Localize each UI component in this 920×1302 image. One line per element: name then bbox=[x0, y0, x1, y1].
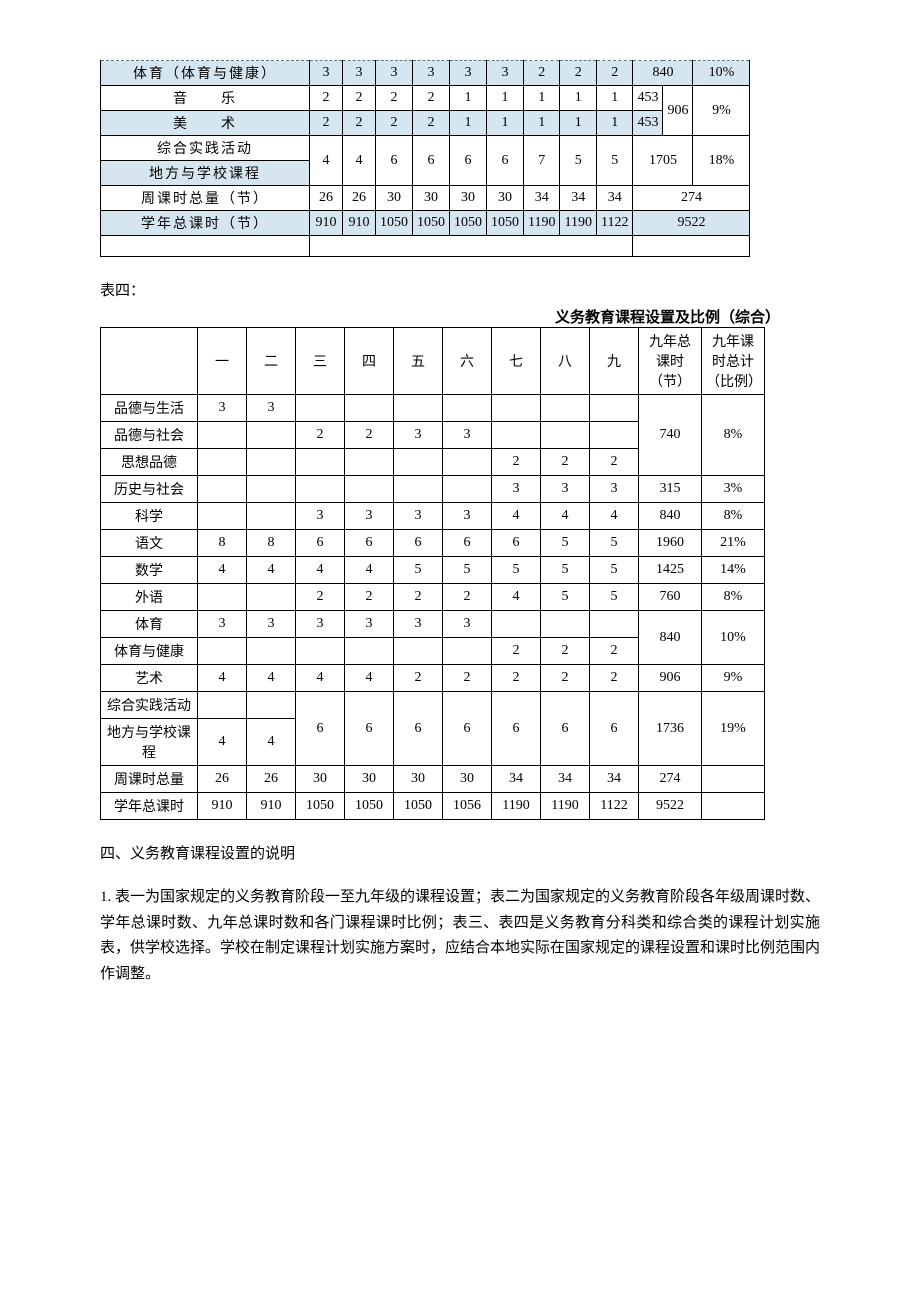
row-label: 周课时总量 bbox=[101, 766, 198, 793]
table-row: 数学444455555142514% bbox=[101, 557, 765, 584]
table-row: 外语22224557608% bbox=[101, 584, 765, 611]
table-row: 品德与生活337408% bbox=[101, 395, 765, 422]
row-label: 学年总课时 bbox=[101, 793, 198, 820]
table-row: 学年总课时91091010501050105010561190119011229… bbox=[101, 793, 765, 820]
table-row: 周课时总量262630303030343434274 bbox=[101, 766, 765, 793]
row-label: 音 乐 bbox=[101, 86, 310, 111]
row-label: 艺术 bbox=[101, 665, 198, 692]
row-label: 综合实践活动 bbox=[101, 136, 310, 161]
row-label: 科学 bbox=[101, 503, 198, 530]
table-row: 体育（体育与健康） 3 3 3 3 3 3 2 2 2 840 10% bbox=[101, 61, 750, 86]
row-label: 历史与社会 bbox=[101, 476, 198, 503]
row-label: 外语 bbox=[101, 584, 198, 611]
row-label: 学年总课时（节） bbox=[101, 211, 310, 236]
table-curriculum-comprehensive: 一 二 三 四 五 六 七 八 九 九年总课时（节） 九年课时总计（比例） 品德… bbox=[100, 327, 765, 820]
row-label: 数学 bbox=[101, 557, 198, 584]
row-label: 语文 bbox=[101, 530, 198, 557]
table-row: 美 术 2 2 2 2 1 1 1 1 1 453 bbox=[101, 111, 750, 136]
row-label: 品德与社会 bbox=[101, 422, 198, 449]
table-curriculum-partial: 体育（体育与健康） 3 3 3 3 3 3 2 2 2 840 10% 音 乐 … bbox=[100, 60, 750, 257]
row-label: 美 术 bbox=[101, 111, 310, 136]
row-label: 综合实践活动 bbox=[101, 692, 198, 719]
table-row: 科学33334448408% bbox=[101, 503, 765, 530]
row-label: 周课时总量（节） bbox=[101, 186, 310, 211]
table-row bbox=[101, 236, 750, 257]
table-header-row: 一 二 三 四 五 六 七 八 九 九年总课时（节） 九年课时总计（比例） bbox=[101, 328, 765, 395]
table-row: 学年总课时（节） 910 910 1050 1050 1050 1050 119… bbox=[101, 211, 750, 236]
paragraph-1: 1. 表一为国家规定的义务教育阶段一至九年级的课程设置；表二为国家规定的义务教育… bbox=[100, 885, 820, 987]
row-label: 体育 bbox=[101, 611, 198, 638]
row-label: 体育与健康 bbox=[101, 638, 198, 665]
row-label: 体育（体育与健康） bbox=[101, 61, 310, 86]
table4-label: 表四： bbox=[100, 279, 820, 300]
table-row: 体育33333384010% bbox=[101, 611, 765, 638]
row-label: 地方与学校课程 bbox=[101, 161, 310, 186]
table-row: 艺术4444222229069% bbox=[101, 665, 765, 692]
table-row: 周课时总量（节） 26 26 30 30 30 30 34 34 34 274 bbox=[101, 186, 750, 211]
table-row: 语文886666655196021% bbox=[101, 530, 765, 557]
row-label: 品德与生活 bbox=[101, 395, 198, 422]
table-row: 历史与社会3333153% bbox=[101, 476, 765, 503]
row-label: 思想品德 bbox=[101, 449, 198, 476]
section-title: 四、义务教育课程设置的说明 bbox=[100, 842, 820, 863]
table-row: 综合实践活动6666666173619% bbox=[101, 692, 765, 719]
table-row: 音 乐 2 2 2 2 1 1 1 1 1 453 906 9% bbox=[101, 86, 750, 111]
table-row: 综合实践活动 4 4 6 6 6 6 7 5 5 1705 18% bbox=[101, 136, 750, 161]
table4-title: 义务教育课程设置及比例（综合） bbox=[100, 306, 820, 327]
